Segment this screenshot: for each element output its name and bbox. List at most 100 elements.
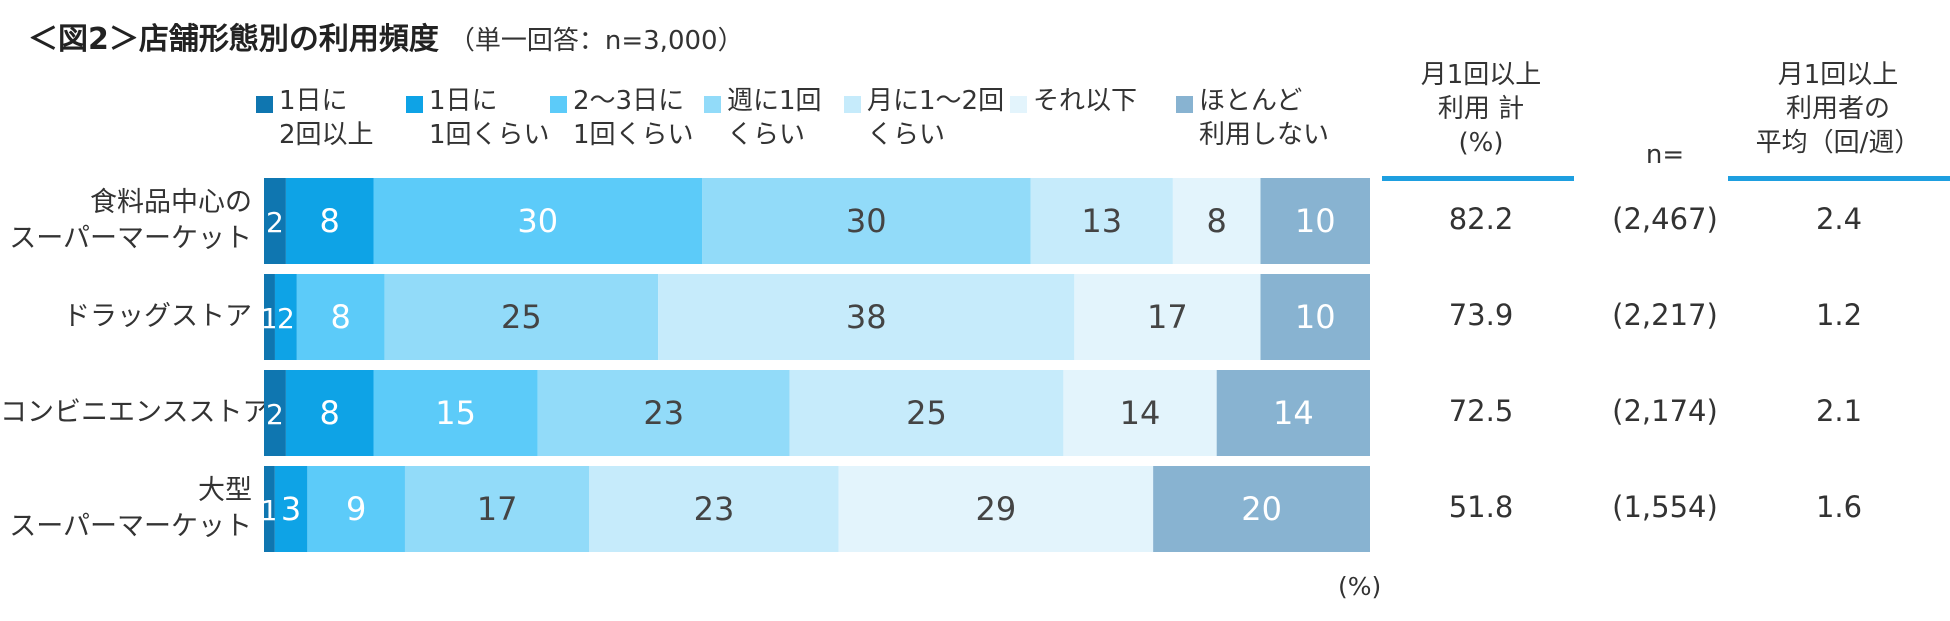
legend-swatch	[844, 96, 861, 113]
bar-segment	[789, 370, 1064, 456]
category-label: 大型 スーパーマーケット	[9, 475, 252, 542]
n-value: (2,174)	[1612, 394, 1718, 428]
bar-segment	[285, 370, 374, 456]
category-label: コンビニエンスストア	[0, 397, 270, 428]
data-label: 8	[1207, 202, 1227, 240]
unit-label: (%)	[1338, 572, 1382, 601]
legend-label: ほとんど 利用しない	[1199, 86, 1330, 150]
category-label: ドラッグストア	[63, 301, 252, 332]
bar-segment	[1216, 370, 1370, 456]
bar-segment	[537, 370, 790, 456]
bar-segment	[373, 370, 538, 456]
bar-segment	[264, 178, 286, 264]
data-label: 2	[266, 398, 284, 431]
bar-segment	[264, 466, 275, 552]
bar-segment	[264, 370, 286, 456]
bar-segment	[589, 466, 839, 552]
legend-label: それ以下	[1033, 86, 1138, 116]
data-label: 25	[906, 394, 947, 432]
bar-segment	[838, 466, 1154, 552]
title-main: ＜図2＞店舗形態別の利用頻度	[28, 22, 439, 57]
data-label: 17	[1147, 298, 1188, 336]
legend-label: 2〜3日に 1回くらい	[573, 86, 694, 150]
data-label: 8	[320, 202, 340, 240]
chart-title: ＜図2＞店舗形態別の利用頻度 （単一回答：n=3,000）	[28, 14, 744, 58]
data-label: 23	[643, 394, 684, 432]
monthly-total-value: 82.2	[1448, 202, 1514, 236]
legend-item: 週に1回 くらい	[704, 84, 822, 152]
data-label: 2	[277, 302, 295, 335]
bar-segment	[274, 466, 308, 552]
column-header-n: n=	[1645, 140, 1685, 170]
title-sub: （単一回答：n=3,000）	[448, 26, 744, 56]
data-label: 30	[517, 202, 558, 240]
data-label: 17	[477, 490, 518, 528]
data-label: 8	[330, 298, 350, 336]
data-label: 10	[1295, 202, 1336, 240]
legend-label: 週に1回 くらい	[727, 86, 822, 150]
n-value: (1,554)	[1612, 490, 1718, 524]
n-value: (2,467)	[1612, 202, 1718, 236]
bar-segment	[1030, 178, 1173, 264]
data-label: 14	[1120, 394, 1161, 432]
column-header-rule-average	[1728, 176, 1950, 181]
legend-swatch	[1176, 96, 1193, 113]
n-value: (2,217)	[1612, 298, 1718, 332]
bar-segment	[702, 178, 1031, 264]
monthly-total-value: 72.5	[1448, 394, 1514, 428]
data-label: 3	[281, 490, 301, 528]
data-label: 15	[435, 394, 476, 432]
legend-swatch	[550, 96, 567, 113]
average-value: 2.1	[1815, 394, 1863, 428]
bar-segment	[404, 466, 590, 552]
data-label: 1	[261, 494, 279, 527]
legend-item: それ以下	[1010, 84, 1137, 118]
bar-segment	[264, 274, 275, 360]
legend-label: 1日に 2回以上	[279, 86, 374, 150]
bar-segment	[1260, 274, 1370, 360]
legend-label: 月に1〜2回 くらい	[867, 86, 1005, 150]
bar-segment	[296, 274, 385, 360]
data-label: 2	[266, 206, 284, 239]
bar-segment	[1153, 466, 1370, 552]
legend-item: 1日に 1回くらい	[406, 84, 550, 152]
column-header-monthly-total: 月1回以上 利用 計 (%)	[1420, 60, 1542, 158]
data-label: 30	[846, 202, 887, 240]
bar-segment	[1260, 178, 1370, 264]
data-label: 13	[1081, 202, 1122, 240]
data-label: 9	[346, 490, 366, 528]
bar-segment	[274, 274, 297, 360]
bar-segment	[285, 178, 374, 264]
bar-segment	[373, 178, 703, 264]
legend-item: 1日に 2回以上	[256, 84, 374, 152]
bar-segment	[658, 274, 1075, 360]
monthly-total-value: 73.9	[1448, 298, 1514, 332]
legend-label: 1日に 1回くらい	[429, 86, 550, 150]
legend-item: 2〜3日に 1回くらい	[550, 84, 694, 152]
data-label: 10	[1295, 298, 1336, 336]
data-label: 23	[694, 490, 735, 528]
data-label: 14	[1273, 394, 1314, 432]
bar-segment	[1074, 274, 1261, 360]
average-value: 1.2	[1815, 298, 1863, 332]
data-label: 8	[320, 394, 340, 432]
data-label: 29	[976, 490, 1017, 528]
legend-item: ほとんど 利用しない	[1176, 84, 1329, 152]
data-label: 1	[261, 302, 279, 335]
data-label: 38	[846, 298, 887, 336]
column-header-average: 月1回以上 利用者の 平均（回/週）	[1755, 60, 1921, 158]
bar-segment	[1172, 178, 1261, 264]
average-value: 2.4	[1815, 202, 1863, 236]
legend-swatch	[1010, 96, 1027, 113]
bar-segment	[1063, 370, 1217, 456]
monthly-total-value: 51.8	[1448, 490, 1514, 524]
data-label: 20	[1241, 490, 1282, 528]
legend-swatch	[704, 96, 721, 113]
bar-segment	[384, 274, 659, 360]
legend-swatch	[406, 96, 423, 113]
legend-swatch	[256, 96, 273, 113]
average-value: 1.6	[1815, 490, 1863, 524]
data-label: 25	[501, 298, 542, 336]
legend-item: 月に1〜2回 くらい	[844, 84, 1004, 152]
